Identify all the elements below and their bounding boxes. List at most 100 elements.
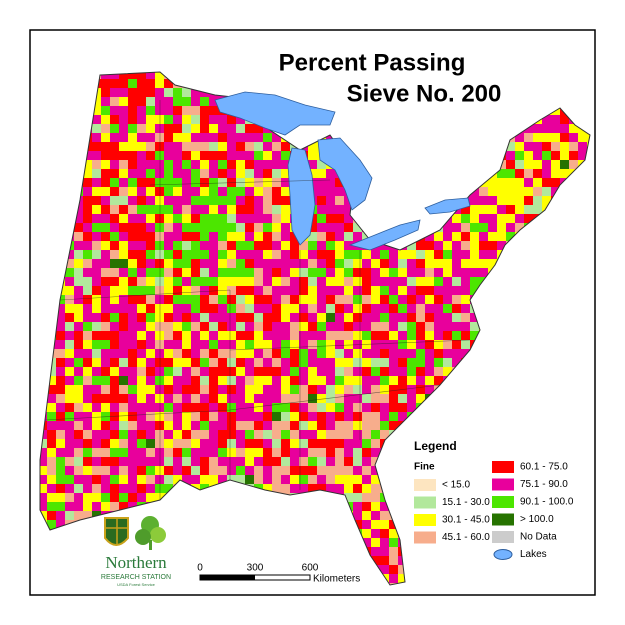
map-cell [83, 430, 92, 439]
map-cell [362, 394, 371, 403]
map-cell [272, 466, 281, 475]
map-cell [353, 448, 362, 457]
map-cell [218, 133, 227, 142]
map-cell [209, 259, 218, 268]
map-cell [182, 475, 191, 484]
lake-superior [214, 91, 336, 136]
map-cell [362, 313, 371, 322]
map-cell [353, 403, 362, 412]
map-cell [110, 142, 119, 151]
map-cell [173, 250, 182, 259]
map-cell [83, 277, 92, 286]
map-cell [317, 241, 326, 250]
map-cell [65, 376, 74, 385]
map-cell [47, 484, 56, 493]
map-cell [236, 421, 245, 430]
map-cell [497, 223, 506, 232]
map-cell [254, 385, 263, 394]
map-cell [110, 484, 119, 493]
map-cell [83, 178, 92, 187]
map-cell [173, 475, 182, 484]
map-cell [182, 160, 191, 169]
map-cell [209, 115, 218, 124]
map-cell [299, 376, 308, 385]
map-cell [389, 394, 398, 403]
map-cell [344, 304, 353, 313]
map-cell [119, 133, 128, 142]
map-cell [173, 385, 182, 394]
map-cell [83, 349, 92, 358]
map-cell [308, 241, 317, 250]
map-cell [263, 304, 272, 313]
map-cell [200, 124, 209, 133]
map-cell [164, 268, 173, 277]
map-cell [335, 367, 344, 376]
map-cell [137, 439, 146, 448]
map-cell [263, 286, 272, 295]
map-cell [146, 421, 155, 430]
map-cell [326, 223, 335, 232]
map-cell [182, 241, 191, 250]
map-cell [353, 376, 362, 385]
map-cell [335, 232, 344, 241]
map-cell [218, 277, 227, 286]
map-cell [398, 358, 407, 367]
map-cell [380, 304, 389, 313]
map-cell [290, 322, 299, 331]
map-cell [344, 214, 353, 223]
map-cell [263, 214, 272, 223]
map-cell [326, 214, 335, 223]
map-cell [524, 178, 533, 187]
map-cell [317, 448, 326, 457]
map-cell [92, 403, 101, 412]
map-cell [83, 232, 92, 241]
map-cell [182, 448, 191, 457]
map-cell [128, 367, 137, 376]
map-cell [146, 97, 155, 106]
map-cell [155, 187, 164, 196]
map-cell [281, 358, 290, 367]
map-cell [92, 394, 101, 403]
map-cell [263, 430, 272, 439]
map-cell [110, 72, 119, 79]
map-cell [254, 250, 263, 259]
map-cell [380, 340, 389, 349]
map-cell [362, 493, 371, 502]
map-cell [128, 151, 137, 160]
map-cell [389, 331, 398, 340]
map-cell [56, 322, 65, 331]
map-cell [506, 232, 515, 241]
map-cell [326, 475, 335, 484]
map-cell [434, 232, 443, 241]
map-cell [254, 475, 263, 484]
map-cell [182, 142, 191, 151]
map-cell [443, 286, 452, 295]
map-cell [443, 331, 452, 340]
scale-label: 0 [197, 563, 203, 574]
map-cell [218, 430, 227, 439]
map-cell [236, 457, 245, 466]
map-cell [128, 340, 137, 349]
map-cell [56, 493, 65, 502]
map-cell [299, 394, 308, 403]
map-cell [245, 313, 254, 322]
map-cell [407, 385, 416, 394]
map-cell [110, 277, 119, 286]
map-cell [254, 187, 263, 196]
map-cell [65, 304, 74, 313]
map-cell [416, 340, 425, 349]
map-cell [191, 97, 200, 106]
map-cell [110, 295, 119, 304]
map-cell [380, 529, 389, 538]
map-cell [335, 313, 344, 322]
map-cell [56, 412, 65, 421]
map-cell [281, 178, 290, 187]
map-cell [254, 277, 263, 286]
map-cell [380, 520, 389, 529]
map-cell [74, 466, 83, 475]
map-cell [119, 502, 128, 511]
map-cell [560, 124, 569, 133]
map-cell [380, 277, 389, 286]
map-cell [542, 160, 551, 169]
map-cell [200, 241, 209, 250]
